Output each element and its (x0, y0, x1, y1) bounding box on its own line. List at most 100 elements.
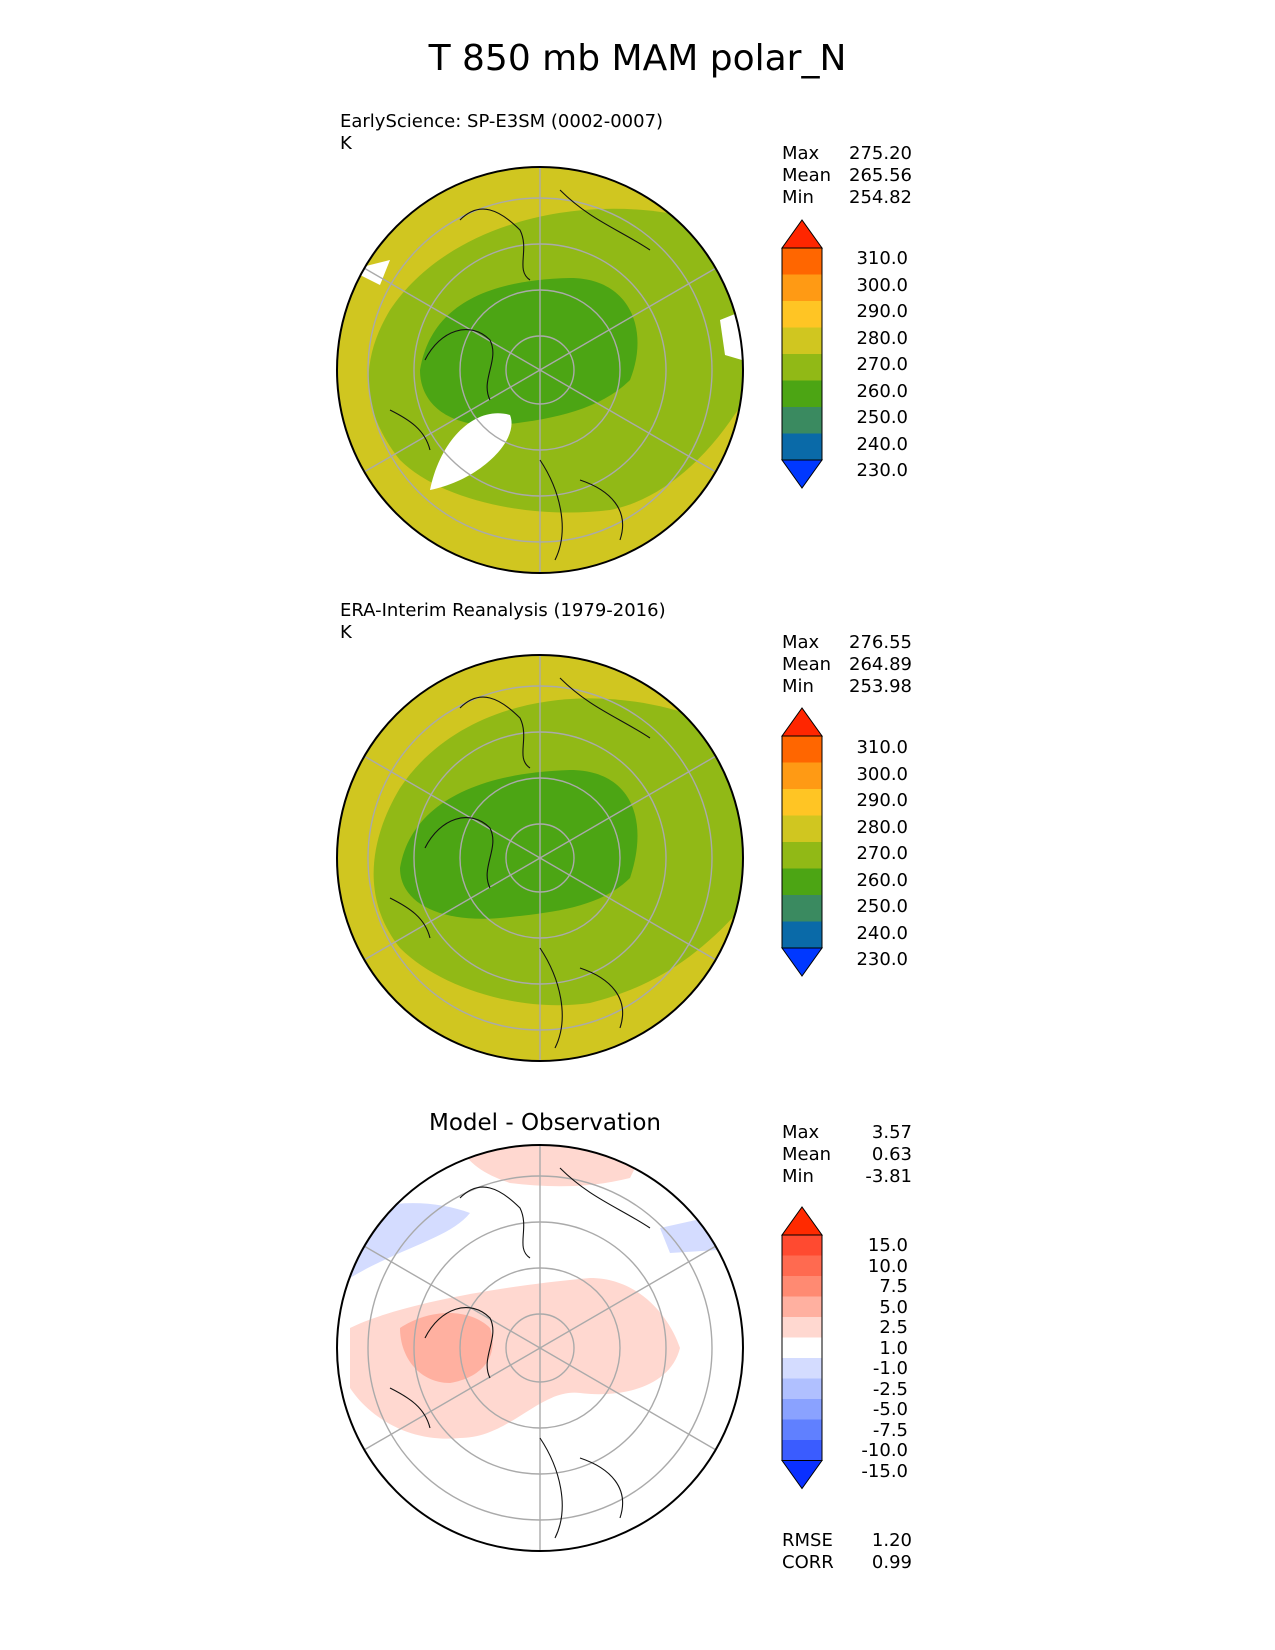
metric-label: RMSE (782, 1530, 833, 1551)
colorbar-tick-label: 260.0 (856, 869, 908, 891)
colorbar-tick-label: 300.0 (856, 763, 908, 785)
stat-label: Max (782, 1122, 820, 1143)
panel-2-title: ERA-Interim Reanalysis (1979-2016) (340, 600, 666, 621)
colorbar-tick-label: 1.0 (879, 1337, 908, 1359)
colorbar-segment (782, 1419, 822, 1440)
coastlines (389, 189, 651, 561)
colorbar-segment (782, 842, 822, 869)
colorbar-segment (782, 380, 822, 407)
warm-core (400, 1313, 493, 1383)
colorbar-tick-label: 270.0 (856, 843, 908, 864)
colorbar-segment (782, 1440, 822, 1461)
colorbar-tick-label: -2.5 (872, 1378, 908, 1400)
stat-label: Max (782, 632, 820, 653)
colorbar-segment (782, 274, 822, 301)
graticule (363, 1145, 717, 1551)
colorbar-tick-label: 260.0 (856, 380, 908, 402)
stat-value: -3.81 (865, 1166, 912, 1187)
colorbar-segment (782, 248, 822, 275)
panel-1-map (336, 166, 744, 574)
colorbar-tick-label: 250.0 (856, 407, 908, 428)
colorbar-tick-label: 240.0 (856, 922, 908, 944)
colorbar-segment (782, 301, 822, 328)
stat-label: Min (782, 676, 814, 697)
colorbar-segment (782, 895, 822, 922)
panel-2-units: K (340, 622, 352, 643)
stat-value: 265.56 (849, 165, 912, 186)
stat-value: 0.63 (871, 1144, 912, 1165)
colorbar-tick-label: -5.0 (872, 1399, 908, 1420)
colorbar-tick-label: 5.0 (879, 1296, 908, 1318)
panel-1-title: EarlyScience: SP-E3SM (0002-0007) (340, 111, 664, 132)
colorbar-segment (782, 1255, 822, 1276)
colorbar-segment (782, 815, 822, 842)
colorbar-tick-label: 290.0 (856, 301, 908, 322)
colorbar-segment (782, 868, 822, 895)
colorbar-tick-label: 300.0 (856, 274, 908, 296)
band-250 (400, 770, 638, 919)
colorbar-extend-low (781, 459, 823, 489)
coastlines (389, 1167, 651, 1539)
map-border (336, 1144, 744, 1552)
stat-label: Min (782, 187, 814, 208)
colorbar-segment (782, 1235, 822, 1256)
colorbar-tick-label: 270.0 (856, 354, 908, 375)
colorbar-segment (782, 1358, 822, 1379)
colorbar-segment (782, 1317, 822, 1338)
graticule (363, 167, 717, 573)
colorbar-tick-label: 290.0 (856, 790, 908, 811)
panel-2-stats: Max 276.55 Mean 264.89 Min 253.98 (782, 632, 912, 698)
stat-value: 264.89 (849, 654, 912, 675)
panel-3-map (336, 1144, 744, 1552)
figure-title: T 850 mb MAM polar_N (428, 38, 847, 79)
colorbar-2-labels: 310.0 300.0 290.0 280.0 270.0 260.0 250.0 240.0… (828, 738, 908, 1038)
stat-value: 253.98 (849, 676, 912, 697)
panel-3-metrics: RMSE 1.20 CORR 0.99 (782, 1530, 912, 1574)
panel-1-units: K (340, 133, 352, 154)
colorbar-tick-label: 15.0 (867, 1235, 908, 1256)
colorbar-tick-label: 240.0 (856, 433, 908, 455)
panel-1-stats: Max 275.20 Mean 265.56 Min 254.82 (782, 143, 912, 209)
colorbar-segment (782, 1337, 822, 1358)
colorbar-tick-label: 310.0 (856, 248, 908, 269)
colorbar-segment (782, 1276, 822, 1297)
colorbar-tick-label: -15.0 (861, 1460, 908, 1482)
colorbar-2 (781, 707, 823, 977)
colorbar-tick-label: -1.0 (872, 1358, 908, 1379)
stat-label: Min (782, 1166, 814, 1187)
colorbar-1 (781, 219, 823, 489)
colorbar-extend-low (781, 947, 823, 977)
colorbar-tick-label: 280.0 (856, 327, 908, 349)
colorbar-extend-low (781, 1460, 823, 1490)
colorbar-tick-label: 10.0 (867, 1255, 908, 1277)
missing-greenland (430, 413, 512, 490)
stat-value: 276.55 (849, 632, 912, 653)
graticule (363, 655, 717, 1061)
colorbar-tick-label: 230.0 (856, 949, 908, 970)
colorbar-segment (782, 762, 822, 789)
stat-label: Mean (782, 1144, 832, 1165)
colorbar-outline (781, 735, 823, 949)
colorbar-segment (782, 789, 822, 816)
colorbar-tick-label: 250.0 (856, 896, 908, 917)
stat-value: 254.82 (849, 187, 912, 208)
colorbar-outline (781, 247, 823, 461)
colorbar-segment (782, 736, 822, 763)
panel-3-title: Model - Observation (428, 1110, 662, 1136)
colorbar-segment (782, 407, 822, 434)
panel-3-stats: Max 3.57 Mean 0.63 Min -3.81 (782, 1122, 912, 1188)
colorbar-outline (781, 1234, 823, 1461)
colorbar-segment (782, 1378, 822, 1399)
colorbar-tick-label: 280.0 (856, 816, 908, 838)
colorbar-tick-label: 230.0 (856, 460, 908, 481)
stat-label: Mean (782, 654, 832, 675)
colorbar-segment (782, 327, 822, 354)
colorbar-3 (781, 1206, 823, 1490)
colorbar-3-labels: 15.0 10.0 7.5 5.0 2.5 1.0 -1.0 -2.5 -5.0 -7.5 -10.… (828, 1236, 908, 1536)
coastlines (389, 677, 651, 1049)
colorbar-segment (782, 1399, 822, 1420)
stat-label: Max (782, 143, 820, 164)
colorbar-tick-label: -7.5 (872, 1419, 908, 1441)
colorbar-segment (782, 921, 822, 948)
metric-value: 0.99 (871, 1552, 912, 1573)
